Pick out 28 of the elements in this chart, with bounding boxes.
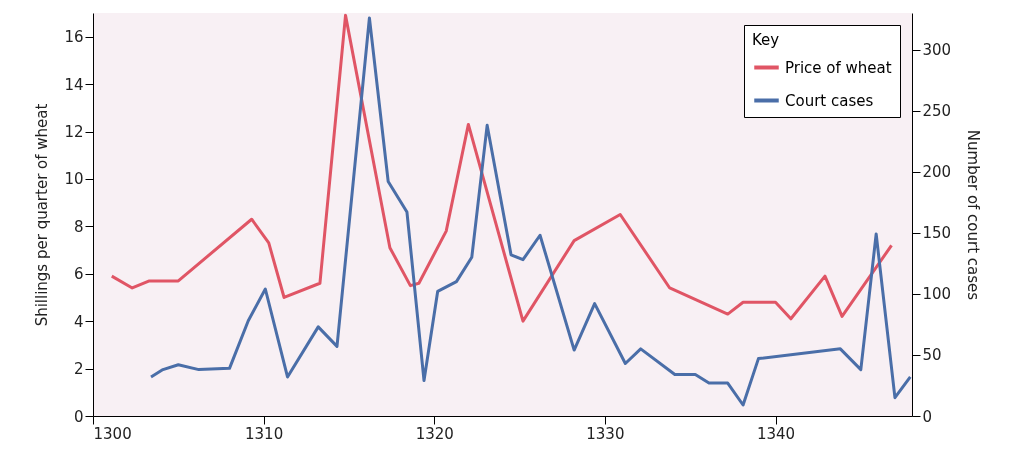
line-series bbox=[110, 13, 894, 323]
y-tick-label: 2 bbox=[73, 360, 84, 379]
x-tick-label: 1320 bbox=[415, 424, 454, 443]
y2-tick-label: 150 bbox=[922, 224, 952, 243]
y2-axis-title: Number of court cases bbox=[964, 129, 983, 301]
legend-label: Price of wheat bbox=[785, 58, 892, 77]
y-tick-label: 6 bbox=[73, 265, 84, 284]
y-axis-title: Shillings per quarter of wheat bbox=[33, 103, 52, 327]
x-tick-label: 1340 bbox=[756, 424, 796, 443]
x-tick-label: 1300 bbox=[93, 424, 132, 443]
y-tick-label: 12 bbox=[64, 123, 84, 142]
x-tick-label: 1330 bbox=[586, 424, 625, 443]
y2-tick-label: 300 bbox=[922, 41, 952, 60]
y-tick-label: 16 bbox=[64, 28, 84, 47]
y2-tick-label: 100 bbox=[922, 285, 952, 304]
y-tick-label: 4 bbox=[73, 312, 84, 331]
legend-label: Court cases bbox=[785, 91, 874, 110]
y-tick-label: 8 bbox=[73, 217, 84, 236]
y-tick-label: 10 bbox=[64, 170, 84, 189]
legend-title: Key bbox=[752, 31, 780, 49]
y-tick-label: 14 bbox=[64, 75, 84, 94]
y2-tick-label: 50 bbox=[922, 346, 942, 365]
y-tick-label: 0 bbox=[73, 407, 84, 426]
y2-tick-label: 200 bbox=[922, 163, 952, 182]
y2-tick-label: 250 bbox=[922, 102, 952, 121]
x-tick-label: 1310 bbox=[245, 424, 284, 443]
line-series bbox=[149, 16, 912, 407]
y2-tick-label: 0 bbox=[922, 407, 933, 426]
